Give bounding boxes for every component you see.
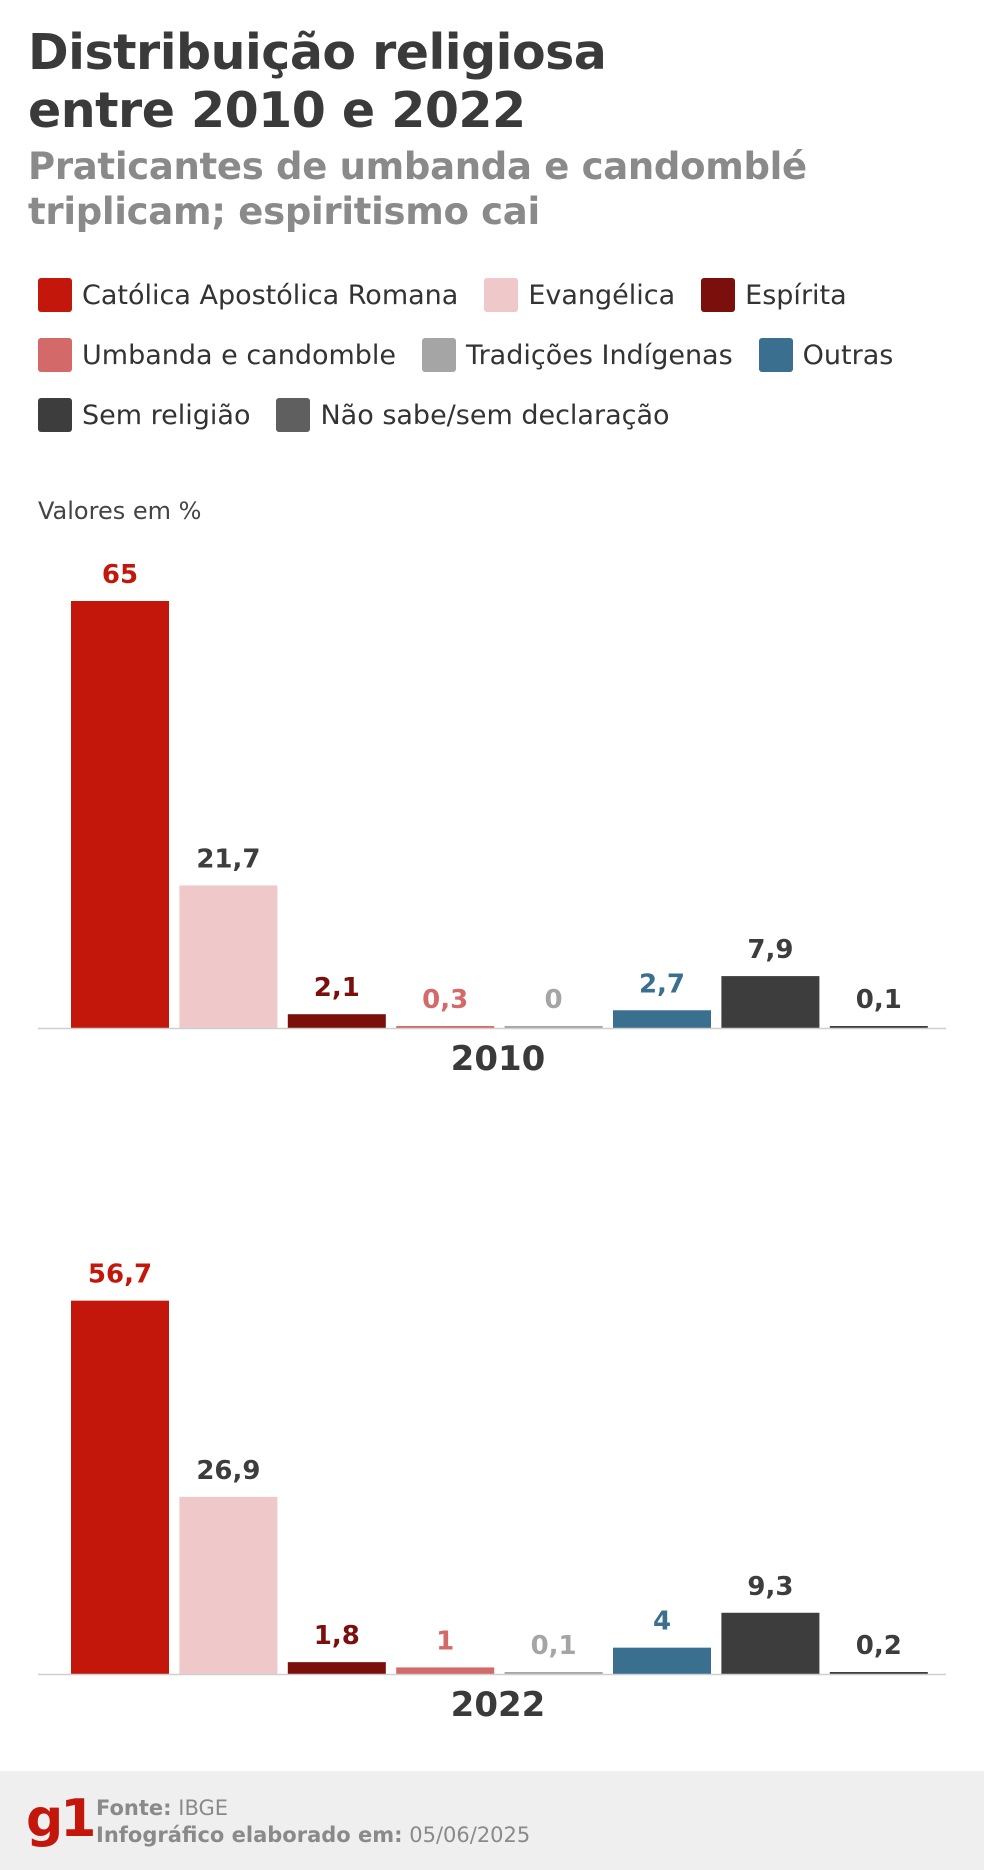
bar [613,1647,711,1674]
bar [829,1672,928,1674]
data-label: 0,3 [422,985,468,1015]
data-label: 0 [545,985,563,1015]
panel-year-label: 2022 [451,1685,546,1725]
bar [179,1496,278,1674]
bar [396,1667,495,1674]
title-line-1: Distribuição religiosa [28,24,607,81]
legend-item-evangelica: Evangélica [484,278,675,312]
legend-label: Sem religião [82,399,251,431]
legend-swatch [758,338,793,372]
chart-subtitle: Praticantes de umbanda e candomblé tripl… [28,144,958,234]
legend-label: Umbanda e candomble [82,339,397,371]
legend-swatch [276,398,311,432]
legend-item-catolica: Católica Apostólica Romana [38,278,458,312]
bar [829,1026,928,1028]
panel-year-label: 2010 [451,1039,546,1079]
legend-label: Outras [802,339,894,371]
data-label: 21,7 [196,844,260,874]
bar-charts: 65 21,7 2,1 0,3 0 2,7 7,9 0,1 2010 56,7 26,9 1,8 1 0,… [38,560,946,1725]
legend-swatch [701,278,736,312]
legend-swatch [38,338,72,372]
data-label: 2,7 [639,969,685,999]
unit-note: Valores em % [38,497,202,525]
legend-label: Não sabe/sem declaração [320,399,670,431]
data-label: 26,9 [196,1456,260,1486]
date-line: Infográfico elaborado em: 05/06/2025 [96,1822,530,1849]
subtitle-line-2: triplicam; espiritismo cai [28,190,540,233]
bar [179,885,278,1028]
legend-swatch [38,278,72,312]
footer: g1 Fonte: IBGE Infográfico elaborado em:… [0,1771,984,1870]
legend-swatch [38,398,72,432]
legend-swatch [422,338,457,372]
date-label: Infográfico elaborado em: [96,1823,403,1847]
data-label: 4 [653,1607,671,1637]
data-label: 2,1 [314,973,360,1003]
legend-item-nao-sabe: Não sabe/sem declaração [276,398,670,432]
chart-title: Distribuição religiosa entre 2010 e 2022 [28,24,958,140]
legend-swatch [484,278,519,312]
source-value: IBGE [178,1796,229,1820]
legend-item-indigenas: Tradições Indígenas [422,338,733,372]
legend-item-espirita: Espírita [701,278,847,312]
title-line-2: entre 2010 e 2022 [28,82,526,139]
data-label: 9,3 [747,1572,793,1602]
g1-logo: g1 [26,1789,96,1849]
date-value: 05/06/2025 [409,1823,531,1847]
subtitle-line-1: Praticantes de umbanda e candomblé [28,145,807,188]
data-label: 0,2 [856,1631,902,1661]
source-block: Fonte: IBGE Infográfico elaborado em: 05… [96,1795,530,1849]
legend-label: Tradições Indígenas [466,339,733,371]
bar [287,1014,386,1028]
data-label: 7,9 [747,935,793,965]
legend-label: Católica Apostólica Romana [82,279,459,311]
data-label: 1 [436,1626,454,1656]
legend-item-outras: Outras [758,338,894,372]
legend-item-sem-religiao: Sem religião [38,398,250,432]
source-line: Fonte: IBGE [96,1795,530,1822]
bar [396,1026,495,1028]
bar [504,1672,603,1674]
data-label: 56,7 [88,1260,152,1290]
legend-item-umbanda: Umbanda e candomble [38,338,396,372]
source-label: Fonte: [96,1796,172,1820]
data-label: 0,1 [531,1631,577,1661]
legend-label: Evangélica [528,279,676,311]
bar [71,601,169,1028]
legend-label: Espírita [745,279,847,311]
bar [721,1612,820,1674]
bar [613,1010,711,1028]
bar [504,1026,603,1028]
data-label: 1,8 [314,1621,360,1651]
data-label: 0,1 [856,985,902,1015]
data-label: 65 [102,560,138,590]
bar [287,1662,386,1674]
bar [721,976,820,1028]
bar [71,1300,169,1674]
legend: Católica Apostólica Romana Evangélica Es… [38,278,958,432]
